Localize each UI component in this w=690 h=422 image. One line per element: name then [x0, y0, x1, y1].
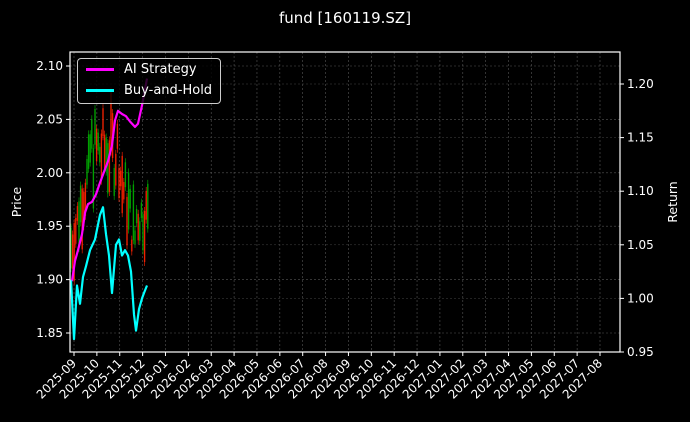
y2-tick-label: 1.05	[627, 238, 654, 252]
y2-axis-label: Return	[665, 181, 680, 222]
y2-tick-label: 1.00	[627, 291, 654, 305]
legend-label: Buy-and-Hold	[124, 83, 213, 98]
legend: AI Strategy Buy-and-Hold	[77, 58, 221, 104]
y2-tick-label: 1.20	[627, 77, 654, 91]
legend-swatch-icon	[86, 68, 114, 71]
y-tick-label: 2.10	[36, 59, 63, 73]
legend-item-buy-and-hold: Buy-and-Hold	[86, 83, 212, 98]
y-tick-label: 1.85	[36, 326, 63, 340]
y2-tick-label: 1.15	[627, 131, 654, 145]
legend-swatch-icon	[86, 89, 114, 92]
y2-tick-label: 0.95	[627, 345, 654, 359]
y-tick-label: 1.90	[36, 273, 63, 287]
legend-label: AI Strategy	[124, 62, 197, 77]
y2-tick-label: 1.10	[627, 184, 654, 198]
legend-item-ai-strategy: AI Strategy	[86, 62, 197, 77]
y-tick-label: 2.00	[36, 166, 63, 180]
y-tick-label: 2.05	[36, 112, 63, 126]
y-tick-label: 1.95	[36, 219, 63, 233]
y-axis-label: Price	[9, 186, 24, 217]
chart-title: fund [160119.SZ]	[278, 9, 412, 27]
